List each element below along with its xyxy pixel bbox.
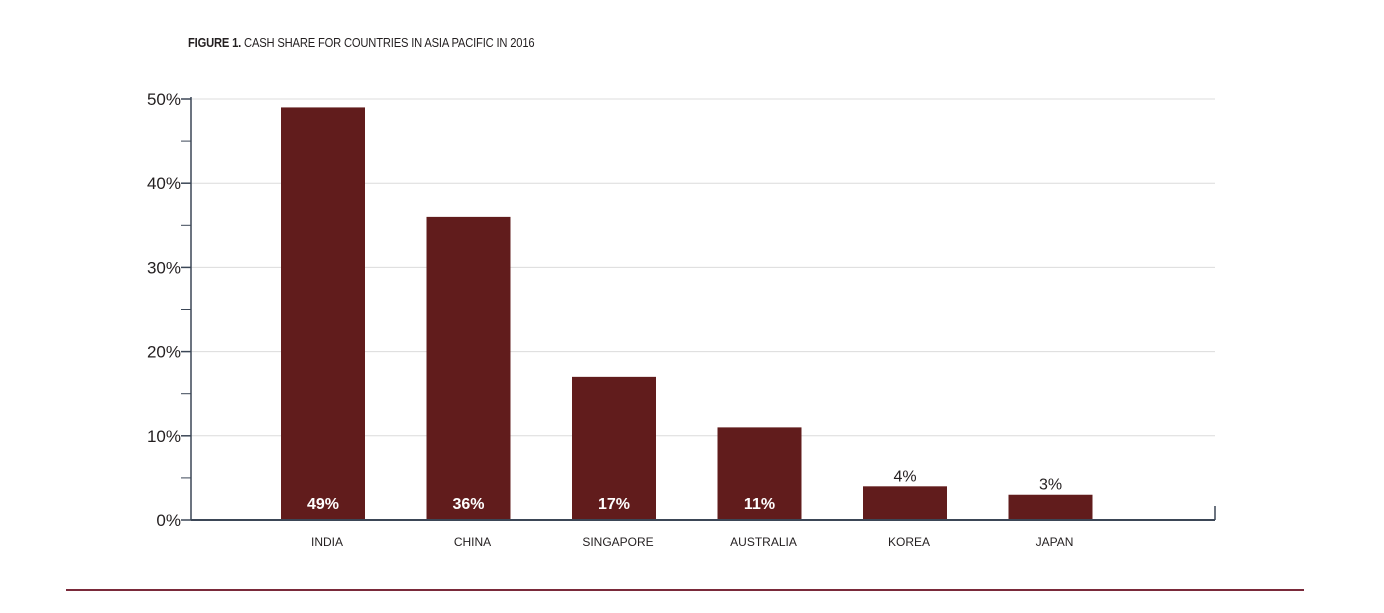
data-label: 17% [598, 496, 630, 513]
y-tick-label: 40% [147, 174, 181, 193]
y-tick-label: 0% [156, 511, 181, 530]
chart-title: FIGURE 1. CASH SHARE FOR COUNTRIES IN AS… [188, 35, 535, 50]
bar-japan [1008, 494, 1093, 520]
labels: 0% 10% 20% 30% 40% 50% 49% INDIA 36% CHINA 17% SING… [147, 90, 1073, 549]
data-label: 36% [452, 496, 484, 513]
bars [281, 107, 1093, 521]
figure-caption: CASH SHARE FOR COUNTRIES IN ASIA PACIFIC… [244, 35, 535, 50]
data-label: 49% [307, 496, 339, 513]
data-label: 3% [1039, 477, 1062, 494]
category-label: KOREA [888, 535, 930, 549]
data-label: 4% [893, 468, 916, 485]
category-label: AUSTRALIA [730, 535, 797, 549]
bar-australia [717, 427, 802, 520]
bar-india [281, 107, 365, 521]
data-label: 11% [744, 496, 775, 513]
bottom-rule [66, 589, 1304, 591]
category-label: JAPAN [1036, 535, 1074, 549]
y-tick-label: 20% [147, 343, 181, 362]
axes [181, 97, 1216, 521]
category-label: SINGAPORE [582, 535, 653, 549]
bar-singapore [572, 376, 656, 520]
category-label: INDIA [311, 535, 343, 549]
bar-korea [863, 486, 947, 520]
figure-number: FIGURE 1. [188, 35, 242, 50]
category-label: CHINA [454, 535, 491, 549]
bar-china [426, 216, 511, 520]
y-tick-label: 30% [147, 258, 181, 277]
y-tick-label: 10% [147, 427, 181, 446]
y-tick-label: 50% [147, 90, 181, 109]
